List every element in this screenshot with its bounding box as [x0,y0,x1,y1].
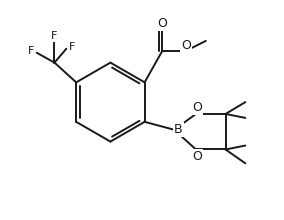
Text: F: F [51,31,58,41]
Text: B: B [174,123,183,136]
Text: F: F [69,42,76,52]
Text: O: O [192,150,202,163]
Text: O: O [157,17,167,30]
Text: O: O [181,39,191,52]
Text: O: O [192,101,202,114]
Text: F: F [28,46,34,56]
